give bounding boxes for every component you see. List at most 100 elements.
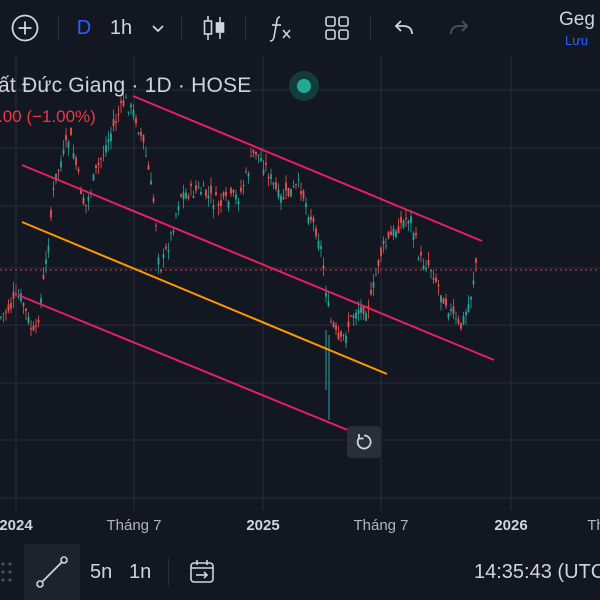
candle-body — [225, 191, 227, 196]
chart-title: ất Đức Giang · 1D · HOSE — [0, 74, 252, 97]
candle-body — [347, 321, 350, 328]
candle-body — [122, 100, 125, 106]
candle-body — [462, 316, 465, 324]
candle-body — [422, 265, 425, 270]
candle-body — [85, 204, 87, 207]
candle-body — [140, 131, 142, 136]
candle-body — [100, 158, 102, 160]
interval-letter[interactable]: D — [76, 16, 92, 39]
candle-body — [40, 298, 42, 304]
candle-body — [330, 321, 332, 323]
candle-body — [52, 188, 55, 190]
candle-body — [240, 187, 242, 192]
candle-body — [420, 252, 422, 256]
candle-body — [265, 162, 267, 165]
x-label-2024: 2024 — [0, 517, 33, 534]
candle-body — [227, 201, 230, 209]
candle-body — [57, 169, 60, 171]
candles-icon — [203, 16, 225, 40]
save-button[interactable]: Lưu — [565, 33, 589, 48]
candle-body — [5, 311, 7, 313]
candle-body — [130, 104, 132, 108]
candle-body — [150, 180, 152, 185]
market-status-dot[interactable] — [289, 71, 319, 101]
candle-body — [320, 245, 322, 250]
candle-body — [287, 187, 290, 196]
indicators-button[interactable] — [264, 0, 298, 56]
toolbar-divider — [168, 558, 169, 586]
go-to-date-button[interactable] — [186, 544, 218, 600]
x-label-next: Th — [587, 517, 600, 534]
candle-body — [237, 201, 240, 204]
candle-body — [445, 298, 447, 307]
candle-body — [112, 119, 115, 126]
range-5n-button[interactable]: 5n — [90, 560, 113, 583]
toolbar-divider — [58, 14, 59, 42]
candle-body — [402, 220, 405, 228]
toolbar-divider — [181, 14, 182, 42]
candle-body — [207, 195, 210, 199]
candle-body — [372, 282, 375, 288]
candle-body — [350, 315, 352, 317]
candle-body — [235, 194, 237, 200]
candle-body — [152, 197, 155, 202]
candle-body — [205, 189, 207, 197]
candle-body — [137, 132, 140, 134]
drag-dots-icon — [1, 562, 12, 582]
candle-body — [370, 289, 372, 295]
candle-body — [397, 226, 400, 234]
candle-body — [447, 313, 450, 318]
candle-body — [472, 280, 475, 285]
candle-body — [267, 176, 270, 179]
add-symbol-button[interactable] — [8, 0, 42, 56]
interval-dropdown[interactable] — [146, 0, 170, 56]
drag-handle[interactable] — [0, 544, 16, 600]
candle-body — [170, 232, 172, 234]
candle-body — [22, 303, 25, 307]
candle-body — [185, 192, 187, 199]
candle-body — [255, 151, 257, 155]
candle-body — [27, 316, 30, 323]
candle-body — [335, 324, 337, 331]
interval-button[interactable]: 1h — [109, 16, 133, 39]
candle-body — [332, 322, 335, 327]
redo-icon — [450, 20, 469, 35]
candle-body — [395, 231, 397, 238]
range-1n-button[interactable]: 1n — [129, 560, 152, 583]
clock-timezone[interactable]: 14:35:43 (UTC — [474, 560, 600, 583]
candle-body — [200, 191, 202, 195]
candle-body — [475, 258, 477, 263]
candle-body — [202, 185, 205, 187]
candle-body — [322, 265, 325, 269]
candle-body — [127, 111, 130, 113]
candle-body — [217, 203, 220, 206]
drawing-tool-button[interactable] — [24, 544, 80, 600]
trend-line-icon — [36, 556, 68, 588]
candle-body — [82, 197, 85, 205]
candle-body — [260, 158, 262, 162]
candle-body — [292, 186, 295, 188]
candle-body — [457, 319, 460, 324]
candle-body — [400, 216, 402, 223]
candle-body — [50, 209, 52, 218]
candle-body — [345, 335, 347, 344]
candle-body — [270, 174, 272, 180]
candle-body — [45, 259, 47, 264]
candle-body — [147, 165, 150, 170]
candle-body — [37, 319, 40, 323]
candle-body — [115, 121, 117, 124]
redo-button[interactable] — [445, 0, 473, 56]
candle-body — [297, 179, 300, 181]
channel-upper-line — [132, 95, 483, 242]
symbol-short-name[interactable]: Geg — [559, 9, 595, 30]
undo-button[interactable] — [390, 0, 418, 56]
layout-button[interactable] — [320, 0, 354, 56]
candle-body — [375, 274, 377, 276]
chart-type-button[interactable] — [198, 0, 230, 56]
candle-body — [7, 304, 10, 311]
candle-body — [110, 133, 112, 142]
x-label-jul-2024: Tháng 7 — [106, 517, 162, 534]
reset-chart-button[interactable] — [347, 426, 381, 458]
candle-body — [257, 154, 260, 156]
time-axis[interactable]: 2024 Tháng 7 2025 Tháng 7 2026 Th — [0, 510, 600, 540]
